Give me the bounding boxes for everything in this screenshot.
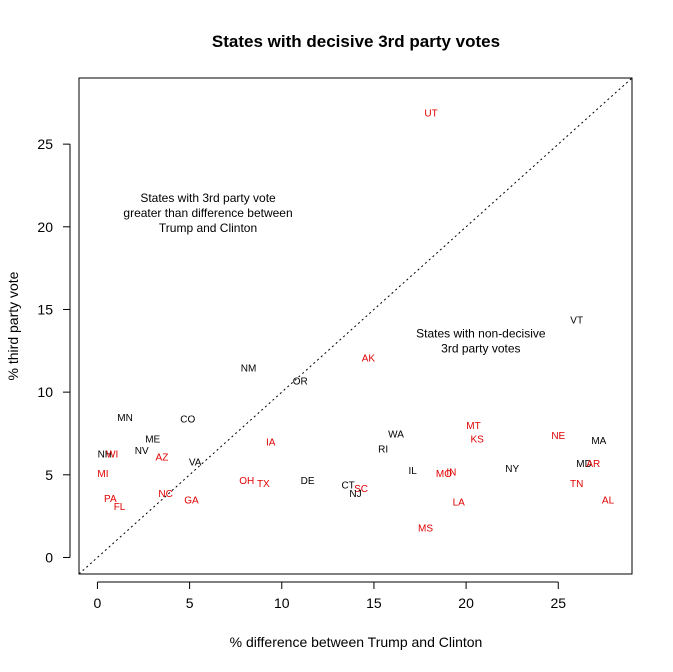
state-point-ar: AR: [586, 459, 600, 470]
state-point-az: AZ: [156, 453, 169, 464]
x-axis: 0 5 10 15 20 25: [94, 581, 566, 611]
state-point-ny: NY: [505, 464, 519, 475]
state-point-de: DE: [301, 476, 315, 487]
state-point-nm: NM: [241, 363, 257, 374]
state-point-oh: OH: [239, 476, 254, 487]
state-point-ms: MS: [418, 524, 433, 535]
x-axis-title: % difference between Trump and Clinton: [230, 634, 483, 650]
chart-title: States with decisive 3rd party votes: [212, 32, 500, 51]
state-point-wi: WI: [106, 449, 118, 460]
state-point-ia: IA: [266, 438, 276, 449]
y-tick-label: 0: [45, 549, 53, 565]
y-axis: 0 5 10 15 20 25: [37, 136, 71, 565]
annotation-line: Trump and Clinton: [159, 221, 257, 235]
state-point-nv: NV: [135, 446, 149, 457]
state-point-nj: NJ: [349, 489, 361, 500]
y-tick-label: 20: [37, 219, 53, 235]
state-point-ne: NE: [551, 431, 565, 442]
state-point-ga: GA: [184, 496, 199, 507]
y-tick-label: 15: [37, 301, 53, 317]
state-point-al: AL: [602, 496, 615, 507]
state-point-co: CO: [180, 415, 195, 426]
y-tick-label: 10: [37, 384, 53, 400]
state-point-mt: MT: [466, 421, 480, 432]
x-tick-label: 20: [458, 595, 474, 611]
x-tick-label: 5: [186, 595, 194, 611]
state-point-tx: TX: [257, 479, 270, 490]
state-point-sc: SC: [354, 484, 368, 495]
state-point-vt: VT: [570, 315, 583, 326]
x-tick-label: 15: [366, 595, 382, 611]
state-point-or: OR: [293, 377, 308, 388]
state-point-fl: FL: [114, 502, 126, 513]
reference-line-layer: [78, 77, 633, 575]
state-point-va: VA: [189, 458, 202, 469]
state-point-tn: TN: [570, 479, 583, 490]
y-tick-label: 25: [37, 136, 53, 152]
state-point-ak: AK: [362, 353, 376, 364]
state-point-me: ME: [145, 434, 160, 445]
state-point-mn: MN: [117, 413, 133, 424]
annotation-line: States with 3rd party vote: [140, 191, 276, 205]
reference-line-y-equals-x: [78, 77, 633, 575]
state-point-ks: KS: [470, 434, 484, 445]
state-point-mi: MI: [97, 469, 108, 480]
state-point-md: MD: [576, 459, 592, 470]
annotation-line: 3rd party votes: [441, 342, 520, 356]
state-point-la: LA: [453, 497, 466, 508]
state-point-ct: CT: [341, 481, 354, 492]
state-point-ut: UT: [424, 109, 437, 120]
y-axis-title: % third party vote: [5, 271, 21, 380]
state-point-nc: NC: [158, 489, 172, 500]
plot-area-border: [78, 77, 633, 575]
x-tick-label: 25: [550, 595, 566, 611]
state-point-mo: MO: [436, 469, 452, 480]
state-point-il: IL: [408, 466, 417, 477]
annotation-line: greater than difference between: [123, 206, 292, 220]
x-tick-label: 10: [274, 595, 290, 611]
state-point-ma: MA: [591, 436, 606, 447]
state-point-wa: WA: [388, 429, 404, 440]
state-point-nh: NH: [98, 449, 112, 460]
state-point-in: IN: [446, 467, 456, 478]
state-point-pa: PA: [104, 494, 117, 505]
y-tick-label: 5: [45, 467, 53, 483]
x-tick-label: 0: [94, 595, 102, 611]
annotation-line: States with non-decisive: [416, 327, 546, 341]
state-point-ri: RI: [378, 444, 388, 455]
